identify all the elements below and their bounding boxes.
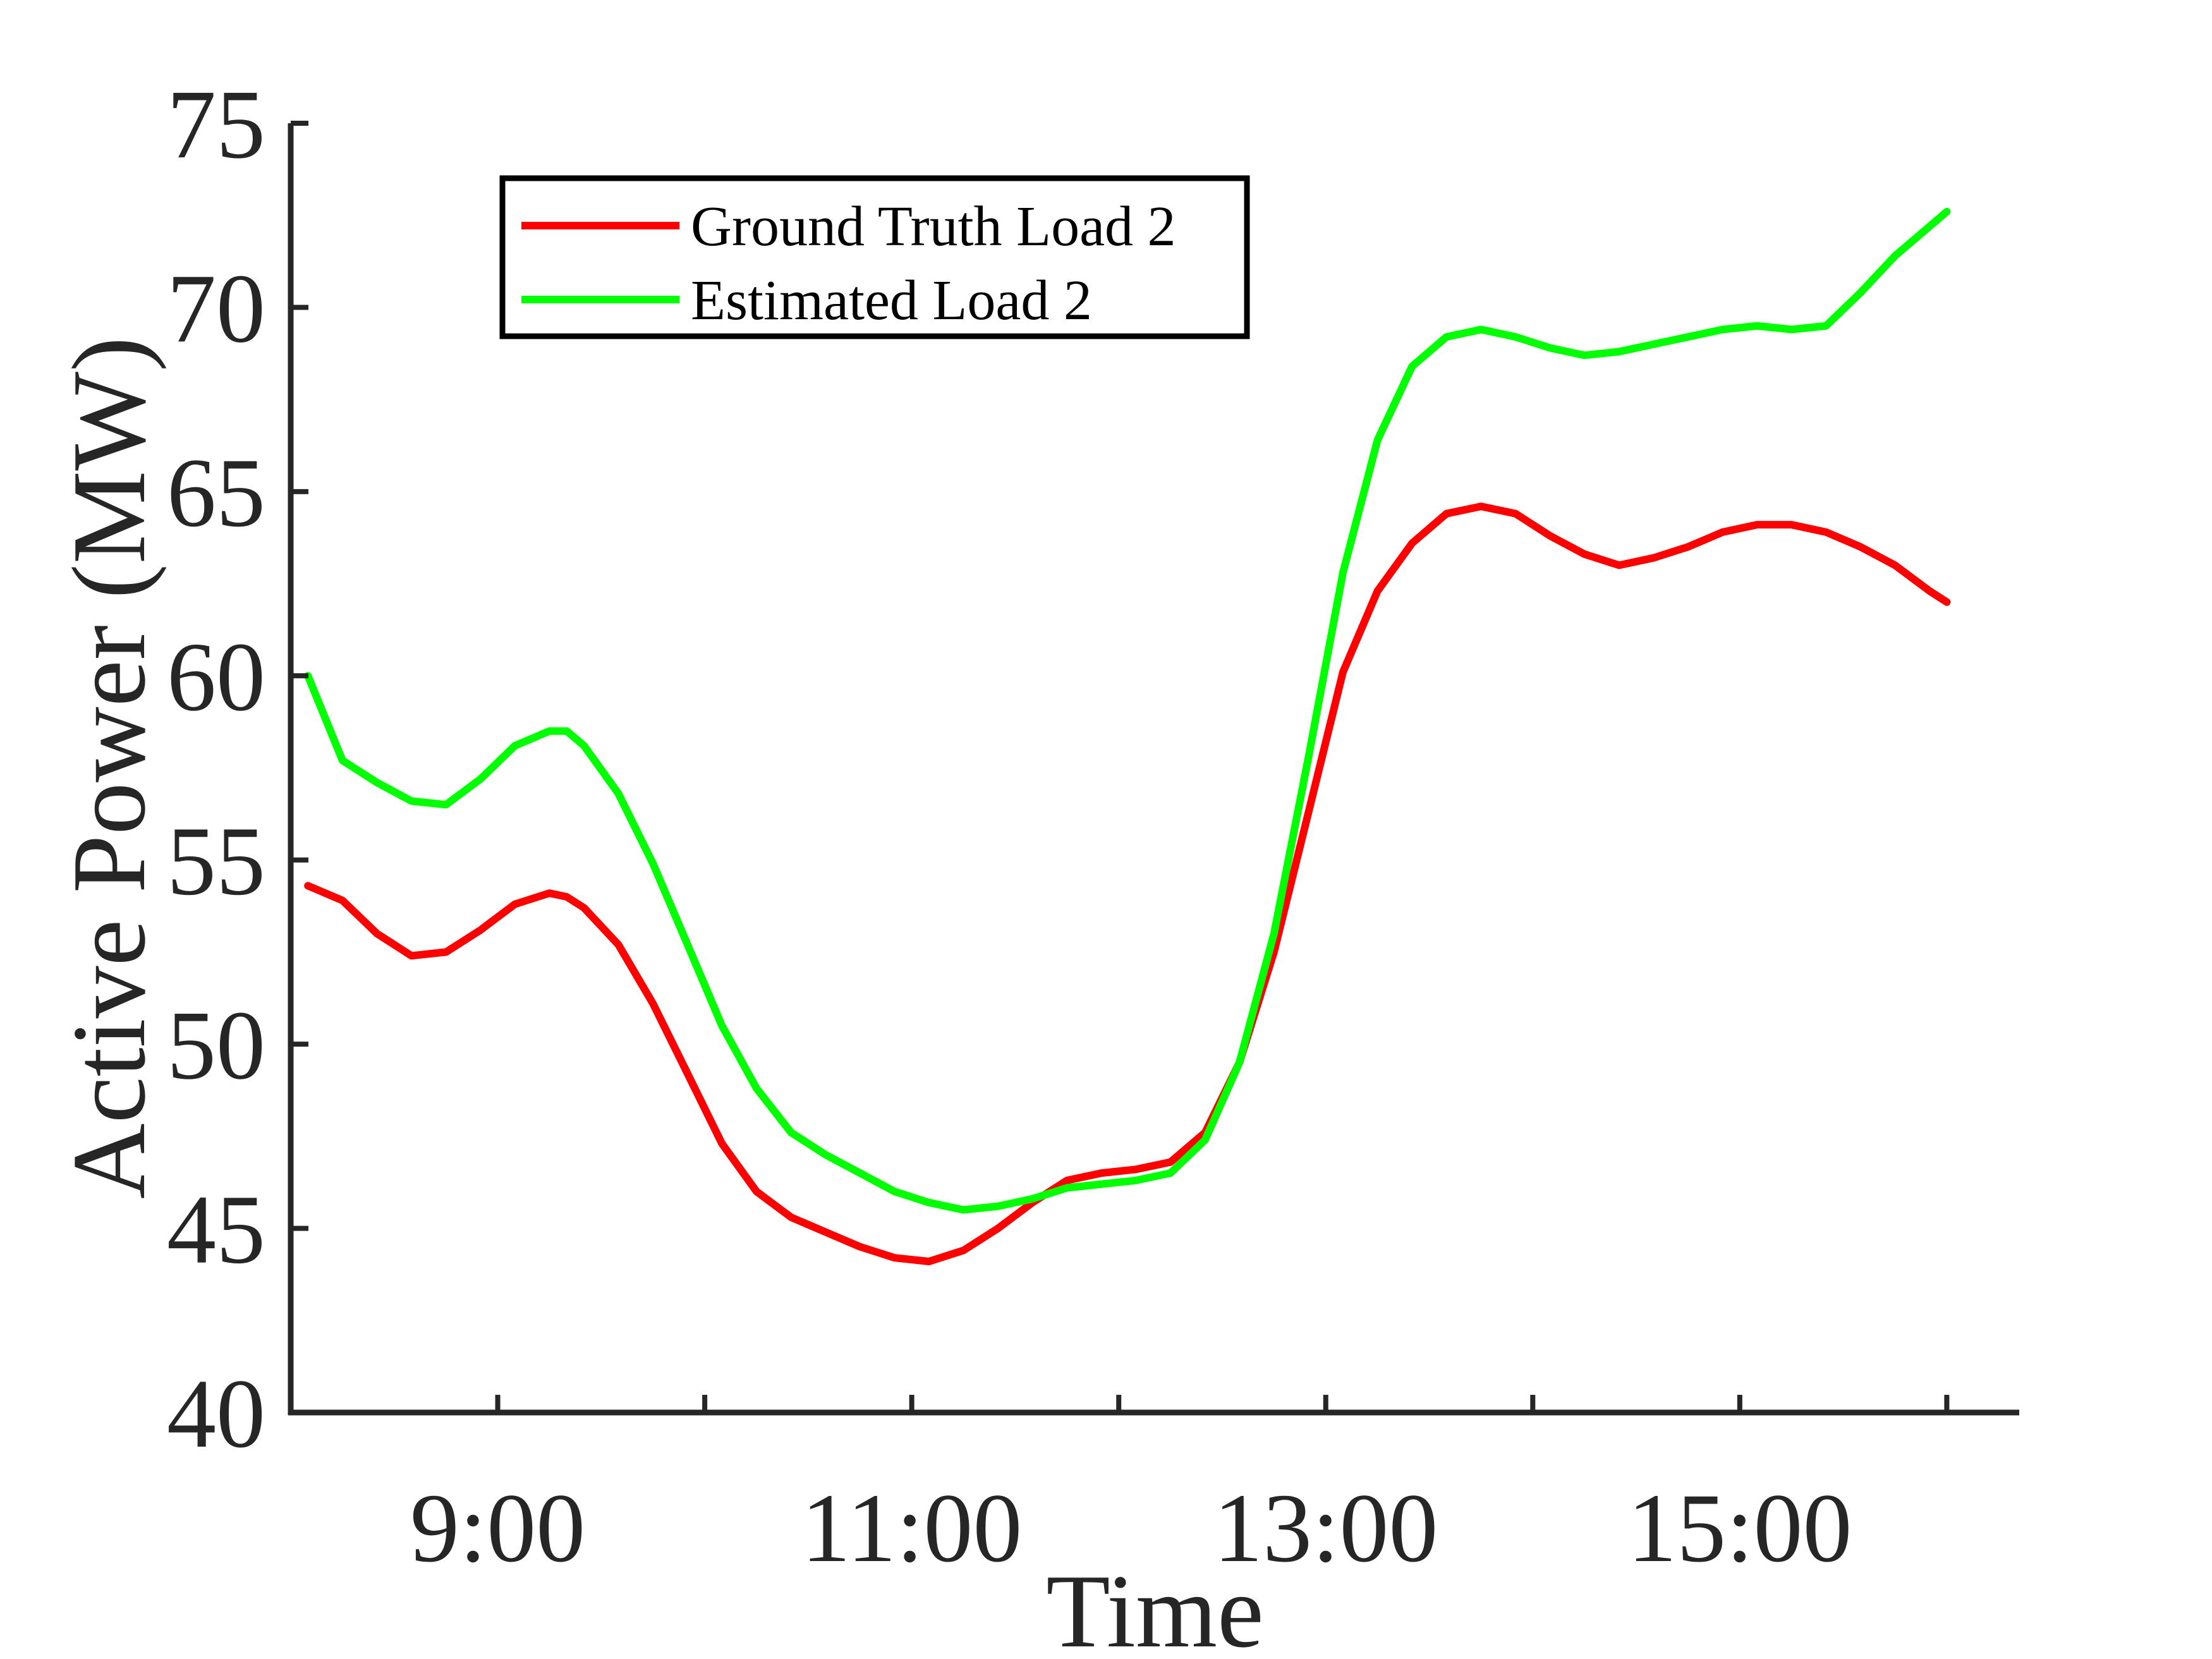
legend-box <box>499 175 1250 339</box>
series-line-2 <box>304 207 1951 1214</box>
x-tick-label: 15:00 <box>1627 1473 1852 1583</box>
y-tick-label: 75 <box>167 70 265 179</box>
y-tick-label: 60 <box>167 622 265 731</box>
legend-label-1: Ground Truth Load 2 <box>691 195 1176 258</box>
y-tick-label: 50 <box>167 990 265 1100</box>
y-tick-label: 55 <box>167 806 265 916</box>
y-tick-label: 70 <box>167 253 265 363</box>
x-axis-label: Time <box>1046 1553 1263 1659</box>
legend-label-2: Estimated Load 2 <box>691 269 1092 332</box>
x-tick-label: 13:00 <box>1213 1473 1438 1583</box>
y-axis-label: Active Power (MW) <box>51 337 167 1199</box>
y-tick-label: 40 <box>167 1359 265 1468</box>
axes: 40 45 50 55 60 65 70 75 9:00 11:00 13:00 15:00 <box>167 70 2019 1583</box>
series-layer <box>304 207 1951 1265</box>
legend: Ground Truth Load 2 Estimated Load 2 <box>499 175 1250 339</box>
x-tick-label: 9:00 <box>410 1473 585 1583</box>
y-tick-label: 45 <box>167 1175 265 1284</box>
series-line-1 <box>304 502 1951 1265</box>
x-tick-label: 11:00 <box>801 1473 1023 1583</box>
y-tick-label: 65 <box>167 438 265 547</box>
